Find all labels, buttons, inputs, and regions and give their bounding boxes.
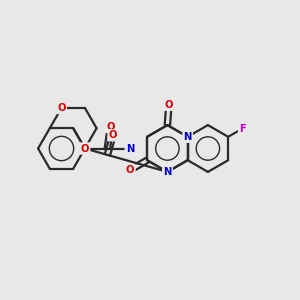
Text: O: O <box>57 103 66 113</box>
Text: N: N <box>163 167 172 177</box>
Text: O: O <box>165 100 173 110</box>
Text: N: N <box>163 167 172 177</box>
Text: O: O <box>106 122 115 132</box>
Text: F: F <box>239 124 246 134</box>
Text: N: N <box>126 143 134 154</box>
Text: O: O <box>109 130 117 140</box>
Text: N: N <box>184 132 192 142</box>
Text: O: O <box>126 165 134 175</box>
Text: O: O <box>81 143 89 154</box>
